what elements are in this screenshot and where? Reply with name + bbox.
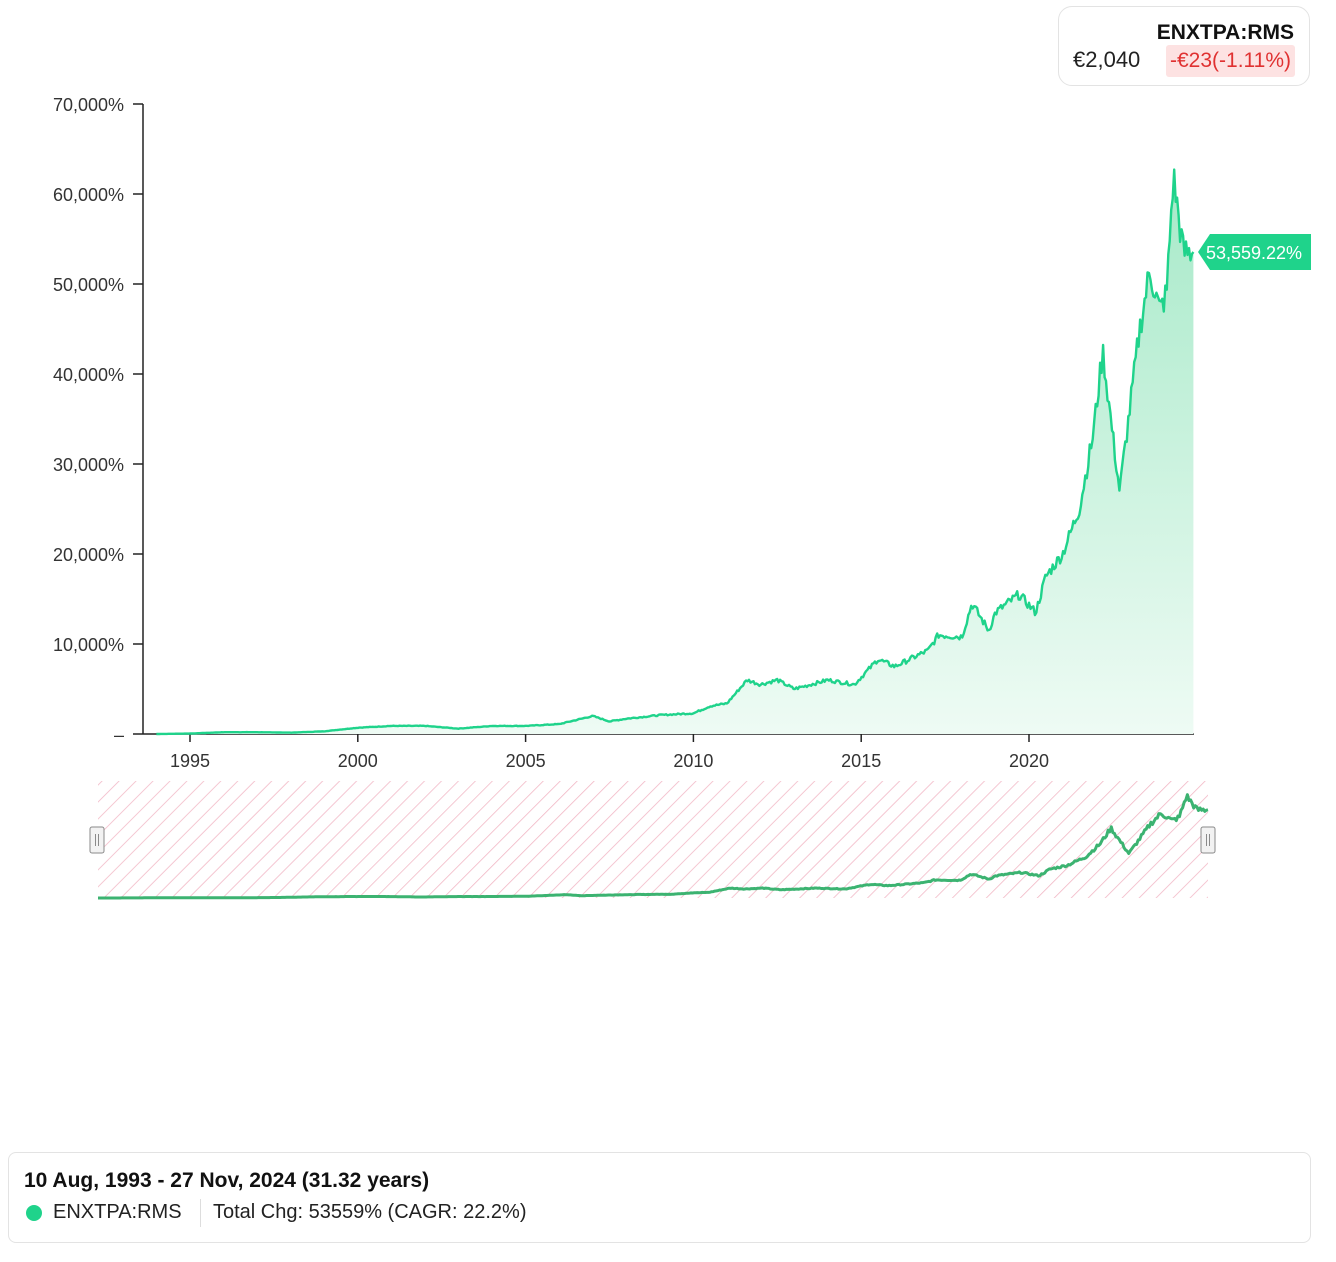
x-tick-label: 1995 xyxy=(170,751,210,771)
navigator-selection[interactable] xyxy=(98,781,1208,898)
ticker-card: ENXTPA:RMS €2,040 -€23(-1.11%) xyxy=(1058,6,1310,86)
navigator-line xyxy=(98,793,1209,900)
legend-divider xyxy=(200,1199,201,1227)
price-area-fill xyxy=(156,169,1194,735)
legend-dot-icon xyxy=(26,1205,42,1221)
summary-panel: 10 Aug, 1993 - 27 Nov, 2024 (31.32 years… xyxy=(8,1152,1311,1243)
x-tick-label: 2020 xyxy=(1009,751,1049,771)
total-change-label: Total Chg: 53559% (CAGR: 22.2%) xyxy=(213,1201,527,1223)
x-tick-label: 2005 xyxy=(506,751,546,771)
x-tick-label: 2010 xyxy=(673,751,713,771)
date-range-label: 10 Aug, 1993 - 27 Nov, 2024 (31.32 years… xyxy=(24,1169,430,1192)
y-tick-label: 60,000% xyxy=(53,185,124,205)
price-area-group xyxy=(156,168,1195,736)
y-tick-label: 20,000% xyxy=(53,545,124,565)
ticker-change-badge: -€23(-1.11%) xyxy=(1166,45,1295,77)
price-line xyxy=(156,168,1195,736)
y-tick-label: 40,000% xyxy=(53,365,124,385)
x-tick-label: 2015 xyxy=(841,751,881,771)
chart: – 10,000% 20,000% 30,000% 40,000% 50,000% 60,0… xyxy=(53,95,1311,900)
y-tick-label: 10,000% xyxy=(53,635,124,655)
y-tick-label: 50,000% xyxy=(53,275,124,295)
range-navigator[interactable] xyxy=(89,781,1216,900)
navigator-series xyxy=(98,793,1209,900)
y-tick-label: 70,000% xyxy=(53,95,124,115)
y-tick-label: – xyxy=(114,725,124,745)
legend-series-name[interactable]: ENXTPA:RMS xyxy=(53,1201,182,1223)
navigator-left-handle[interactable] xyxy=(89,826,105,854)
last-value-tag xyxy=(1198,233,1311,270)
y-tick-label: 30,000% xyxy=(53,455,124,475)
y-axis: – 10,000% 20,000% 30,000% 40,000% 50,000% 60,0… xyxy=(53,95,144,745)
ticker-symbol: ENXTPA:RMS xyxy=(1156,21,1294,44)
x-tick-label: 2000 xyxy=(338,751,378,771)
ticker-price: €2,040 xyxy=(1073,47,1141,72)
navigator-right-handle[interactable] xyxy=(1200,826,1216,854)
last-value-label: 53,559.22% xyxy=(1206,243,1302,263)
x-axis: 1995 2000 2005 2010 2015 2020 xyxy=(143,733,1194,771)
last-value-tag-group: 53,559.22% xyxy=(1198,233,1311,270)
